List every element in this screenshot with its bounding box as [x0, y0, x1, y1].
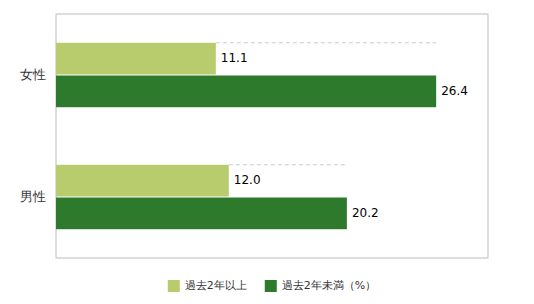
bar: [56, 43, 216, 75]
legend-swatch: [168, 280, 180, 292]
plot-frame: [56, 14, 488, 258]
data-label: 26.4: [441, 84, 468, 98]
legend-item: 過去2年未満（%）: [265, 279, 376, 292]
legend-swatch: [265, 280, 277, 292]
bar: [56, 165, 229, 197]
labels: 女性 11.1 26.4 男性 12.0 20.2: [20, 51, 468, 220]
y-tick-label: 女性: [20, 67, 46, 82]
connector-line: [229, 164, 347, 165]
data-label: 12.0: [234, 173, 261, 187]
legend-item: 過去2年以上: [168, 279, 247, 292]
bar: [56, 198, 347, 230]
y-tick-label: 男性: [20, 189, 46, 204]
legend-label: 過去2年以上: [185, 279, 247, 292]
chart-container: 女性 11.1 26.4 男性 12.0 20.2 過去2年以上 過去2年未満（%）: [0, 0, 534, 304]
connector-line: [216, 42, 436, 43]
bar: [56, 76, 436, 108]
bars: [56, 43, 436, 229]
data-label: 20.2: [352, 206, 379, 220]
data-label: 11.1: [221, 51, 248, 65]
chart-svg: 女性 11.1 26.4 男性 12.0 20.2 過去2年以上 過去2年未満（%）: [0, 0, 534, 304]
legend: 過去2年以上 過去2年未満（%）: [168, 279, 376, 292]
legend-label: 過去2年未満（%）: [282, 279, 376, 292]
